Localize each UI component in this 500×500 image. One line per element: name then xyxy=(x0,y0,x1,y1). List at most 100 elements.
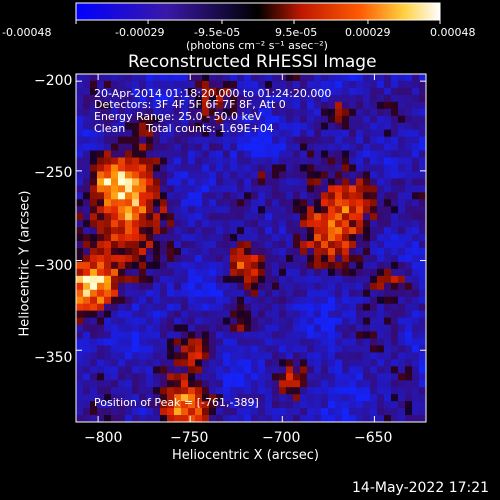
heatmap-cell xyxy=(342,373,350,381)
heatmap-cell xyxy=(286,241,294,249)
heatmap-cell xyxy=(405,234,413,242)
heatmap-cell xyxy=(412,352,420,360)
heatmap-cell xyxy=(104,261,112,270)
heatmap-cell xyxy=(321,415,329,423)
heatmap-cell xyxy=(265,415,273,423)
heatmap-cell xyxy=(216,101,224,110)
heatmap-cell xyxy=(118,338,126,346)
heatmap-cell xyxy=(111,248,119,256)
heatmap-cell xyxy=(286,80,294,89)
heatmap-cell xyxy=(90,352,98,360)
heatmap-cell xyxy=(258,408,266,416)
heatmap-cell xyxy=(258,324,266,332)
heatmap-cell xyxy=(195,296,203,305)
heatmap-cell xyxy=(314,185,322,193)
heatmap-cell xyxy=(237,303,245,312)
heatmap-cell xyxy=(363,303,371,312)
heatmap-cell xyxy=(111,254,119,263)
heatmap-cell xyxy=(363,101,371,110)
heatmap-cell xyxy=(181,289,189,298)
heatmap-cell xyxy=(335,408,343,416)
heatmap-cell xyxy=(384,338,392,346)
heatmap-cell xyxy=(216,241,224,249)
heatmap-cell xyxy=(188,74,196,82)
heatmap-cell xyxy=(118,74,126,82)
heatmap-cell xyxy=(230,415,238,423)
heatmap-cell xyxy=(125,234,133,242)
heatmap-cell xyxy=(111,296,119,305)
heatmap-cell xyxy=(230,157,238,165)
heatmap-cell xyxy=(83,115,91,124)
heatmap-cell xyxy=(342,352,350,360)
heatmap-cell xyxy=(146,415,154,423)
heatmap-cell xyxy=(258,254,266,263)
heatmap-cell xyxy=(265,227,273,235)
heatmap-cell xyxy=(139,387,147,395)
heatmap-cell xyxy=(118,303,126,312)
heatmap-cell xyxy=(272,310,280,318)
heatmap-cell xyxy=(202,331,210,339)
heatmap-cell xyxy=(181,373,189,381)
heatmap-cell xyxy=(363,373,371,381)
heatmap-cell xyxy=(405,206,413,214)
heatmap-cell xyxy=(160,380,168,388)
x-tick-label-2: −700 xyxy=(262,430,301,446)
heatmap-cell xyxy=(90,261,98,270)
heatmap-cell xyxy=(118,261,126,270)
heatmap-cell xyxy=(132,261,140,270)
heatmap-cell xyxy=(300,241,308,249)
heatmap-cell xyxy=(216,296,224,305)
heatmap-cell xyxy=(76,401,84,409)
heatmap-cell xyxy=(335,234,343,242)
heatmap-cell xyxy=(132,373,140,381)
heatmap-cell xyxy=(237,275,245,284)
heatmap-cell xyxy=(272,213,280,221)
heatmap-cell xyxy=(272,80,280,89)
heatmap-cell xyxy=(188,164,196,172)
heatmap-cell xyxy=(244,254,252,263)
heatmap-cell xyxy=(279,248,287,256)
heatmap-cell xyxy=(188,317,196,325)
heatmap-cell xyxy=(174,254,182,263)
heatmap-cell xyxy=(132,317,140,325)
heatmap-cell xyxy=(251,143,259,151)
heatmap-cell xyxy=(167,192,175,200)
heatmap-cell xyxy=(237,345,245,353)
heatmap-cell xyxy=(216,289,224,298)
heatmap-cell xyxy=(223,268,231,277)
heatmap-cell xyxy=(412,408,420,416)
heatmap-cell xyxy=(160,234,168,242)
heatmap-cell xyxy=(83,387,91,395)
heatmap-cell xyxy=(125,115,133,124)
heatmap-cell xyxy=(104,80,112,89)
heatmap-cell xyxy=(216,143,224,151)
heatmap-cell xyxy=(405,101,413,110)
heatmap-cell xyxy=(258,227,266,235)
heatmap-cell xyxy=(419,150,427,158)
heatmap-cell xyxy=(286,268,294,277)
heatmap-cell xyxy=(209,129,217,138)
heatmap-cell xyxy=(132,122,140,131)
heatmap-cell xyxy=(76,129,84,138)
heatmap-cell xyxy=(244,324,252,332)
heatmap-cell xyxy=(216,234,224,242)
heatmap-cell xyxy=(328,261,336,270)
heatmap-cell xyxy=(307,206,315,214)
heatmap-cell xyxy=(167,268,175,277)
heatmap-cell xyxy=(188,373,196,381)
heatmap-cell xyxy=(405,157,413,165)
heatmap-cell xyxy=(83,101,91,110)
heatmap-cell xyxy=(398,185,406,193)
heatmap-cell xyxy=(195,394,203,402)
heatmap-cell xyxy=(342,241,350,249)
heatmap-cell xyxy=(237,338,245,346)
heatmap-cell xyxy=(405,408,413,416)
heatmap-cell xyxy=(307,213,315,221)
heatmap-cell xyxy=(195,108,203,117)
heatmap-cell xyxy=(230,234,238,242)
heatmap-cell xyxy=(76,296,84,305)
heatmap-cell xyxy=(321,171,329,179)
heatmap-cell xyxy=(83,192,91,200)
heatmap-cell xyxy=(83,74,91,82)
heatmap-cell xyxy=(405,74,413,82)
